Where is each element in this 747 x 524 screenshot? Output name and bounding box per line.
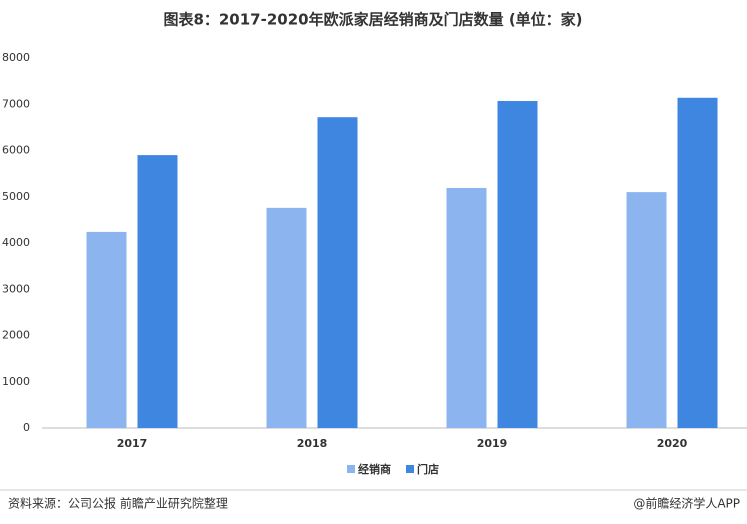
legend-swatch xyxy=(347,465,355,473)
bar xyxy=(266,207,307,428)
legend-label: 门店 xyxy=(417,462,439,476)
bar xyxy=(317,117,358,428)
x-tick-label: 2020 xyxy=(657,437,688,450)
bar xyxy=(677,97,718,429)
y-tick-label: 8000 xyxy=(2,51,30,64)
y-tick-label: 1000 xyxy=(2,375,30,388)
bar xyxy=(86,231,127,428)
legend-swatch xyxy=(406,465,414,473)
x-tick-label: 2019 xyxy=(477,437,508,450)
chart-title: 图表8：2017-2020年欧派家居经销商及门店数量 (单位：家) xyxy=(163,11,582,29)
y-tick-label: 7000 xyxy=(2,97,30,110)
y-tick-label: 0 xyxy=(23,421,30,434)
source: 资料来源：公司公报 前瞻产业研究院整理 xyxy=(8,496,228,511)
credit: @前瞻经济学人APP xyxy=(633,496,740,511)
bar xyxy=(497,101,538,428)
y-tick-label: 2000 xyxy=(2,329,30,342)
bar xyxy=(446,187,487,428)
y-tick-label: 4000 xyxy=(2,236,30,249)
x-tick-label: 2017 xyxy=(117,437,148,450)
y-tick-label: 6000 xyxy=(2,144,30,157)
legend-label: 经销商 xyxy=(358,462,391,476)
y-tick-label: 5000 xyxy=(2,190,30,203)
bar xyxy=(626,192,667,428)
y-tick-label: 3000 xyxy=(2,282,30,295)
x-tick-label: 2018 xyxy=(297,437,328,450)
bar xyxy=(137,155,178,428)
